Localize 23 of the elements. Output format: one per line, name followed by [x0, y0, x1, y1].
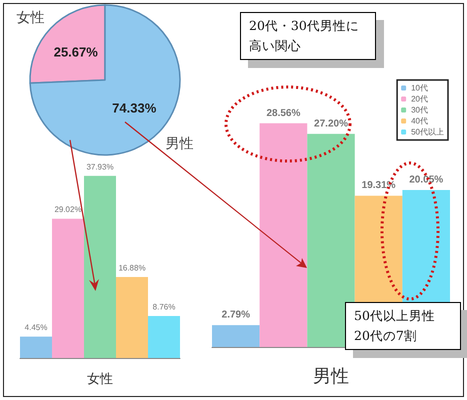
data-label: 4.45% [24, 323, 48, 332]
slice-label: 男性 [165, 135, 194, 152]
data-label: 27.20% [314, 118, 348, 130]
text: 20代・30代男性に高い関心 [240, 12, 376, 60]
data-label: 29.02% [54, 205, 82, 214]
x-axis-title: 女性 [87, 371, 113, 386]
annotation: 50代以上男性20代の7割 [345, 302, 461, 350]
legend-label: 50代以上 [411, 128, 444, 136]
slice-label: 女性 [16, 8, 45, 25]
data-label: 8.76% [152, 302, 176, 312]
data-label: 37.93% [86, 162, 114, 172]
data-label: 20.05% [409, 174, 444, 186]
data-label: 74.33% [112, 100, 157, 116]
data-label: 25.67% [54, 44, 98, 60]
data-label: 28.56% [266, 108, 300, 119]
data-label: 19.31% [362, 180, 396, 192]
legend-label: 40代 [411, 116, 428, 126]
x-axis-title: 男性 [313, 366, 349, 386]
legend-label: 10代 [411, 84, 428, 92]
legend-label: 30代 [411, 106, 428, 114]
data-label: 2.79% [222, 310, 250, 321]
data-label: 16.88% [118, 263, 146, 272]
legend-label: 20代 [411, 94, 428, 104]
